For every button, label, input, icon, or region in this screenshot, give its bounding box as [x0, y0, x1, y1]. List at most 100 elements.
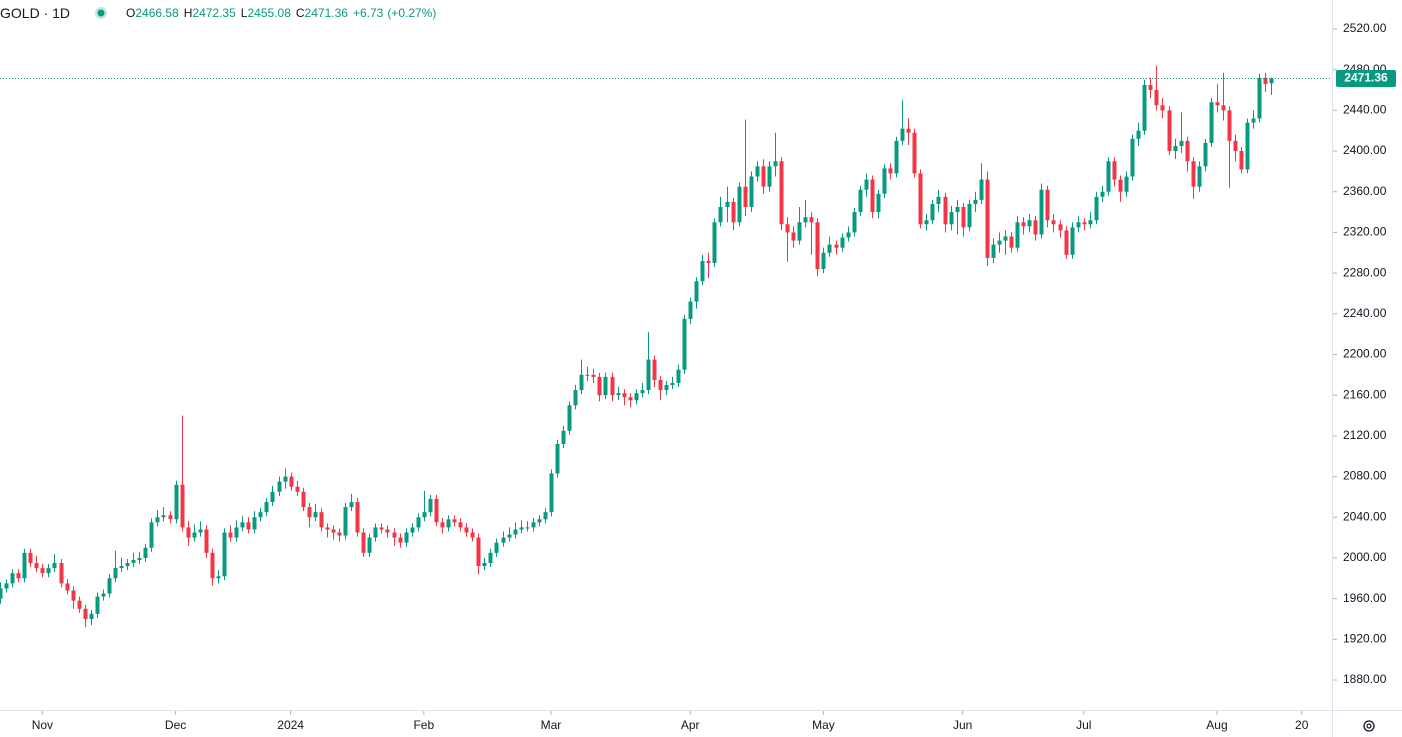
candle-body — [955, 206, 960, 213]
candle-body — [1203, 142, 1208, 167]
candle-body — [46, 568, 51, 574]
ohlc-key: H — [184, 6, 193, 20]
candle-body — [186, 527, 191, 538]
y-tick-label: 2280.00 — [1343, 265, 1387, 279]
candle-body — [785, 224, 790, 233]
candle-body — [900, 128, 905, 141]
candle-body — [1142, 84, 1147, 131]
candle-body — [676, 369, 681, 383]
candle-body — [168, 515, 173, 520]
x-tick-label: 20 — [1295, 718, 1309, 732]
y-tick-label: 1920.00 — [1343, 631, 1387, 645]
candle-body — [537, 519, 542, 523]
candle-body — [131, 559, 136, 564]
candle-body — [228, 532, 233, 538]
y-tick-label: 1880.00 — [1343, 672, 1387, 686]
candle-body — [882, 168, 887, 194]
candle-body — [773, 161, 778, 167]
candle-body — [1088, 220, 1093, 225]
candle-body — [494, 542, 499, 553]
candle-body — [749, 176, 754, 207]
candle-body — [997, 240, 1002, 245]
candle-body — [1094, 196, 1099, 221]
candle-body — [1027, 220, 1032, 227]
candle-body — [458, 522, 463, 528]
candle-body — [1082, 222, 1087, 225]
candle-body — [307, 507, 312, 518]
legend-header: GOLD · 1D O2466.58 H2472.35 L2455.08 C2471.3… — [0, 5, 436, 21]
candle-body — [470, 532, 475, 538]
y-tick-label: 2400.00 — [1343, 143, 1387, 157]
candle-body — [943, 196, 948, 225]
candle-body — [1136, 130, 1141, 139]
candle-body — [1064, 230, 1069, 255]
candle-body — [392, 532, 397, 538]
candle-body — [1100, 191, 1105, 197]
candle-body — [0, 588, 3, 599]
candle-body — [59, 563, 64, 584]
candle-body — [513, 529, 518, 535]
candle-body — [930, 203, 935, 221]
candle-body — [10, 573, 15, 584]
x-tick-label: Nov — [32, 718, 53, 732]
y-tick-label: 2520.00 — [1343, 21, 1387, 35]
candle-body — [767, 166, 772, 187]
candle-body — [1179, 140, 1184, 146]
candle-body — [83, 608, 88, 619]
candle-body — [924, 220, 929, 225]
candle-body — [1185, 140, 1190, 162]
candle-body — [4, 583, 9, 589]
candle-body — [1015, 222, 1020, 248]
candle-body — [579, 374, 584, 391]
candle-body — [525, 527, 530, 529]
ohlc-key: L — [241, 6, 248, 20]
candle-body — [398, 537, 403, 543]
candle-body — [573, 390, 578, 406]
candle-body — [761, 166, 766, 187]
candle-body — [979, 179, 984, 200]
y-tick-label: 2200.00 — [1343, 347, 1387, 361]
candle-body — [652, 359, 657, 380]
candle-body — [77, 600, 82, 609]
candle-body — [319, 512, 324, 528]
candle-body — [1051, 220, 1056, 225]
candle-body — [1269, 78, 1274, 84]
candle-body — [1215, 102, 1220, 106]
candle-body — [89, 613, 94, 619]
candle-body — [622, 393, 627, 398]
ohlc-key: C — [296, 6, 305, 20]
candle-body — [961, 206, 966, 228]
x-tick-label: Apr — [681, 718, 700, 732]
candle-body — [192, 532, 197, 538]
candle-body — [585, 374, 590, 376]
candle-body — [967, 203, 972, 228]
candle-body — [755, 166, 760, 177]
settings-icon[interactable] — [1363, 720, 1375, 732]
candle-body — [1221, 105, 1226, 111]
candle-body — [1263, 77, 1268, 84]
candle-body — [488, 552, 493, 564]
candle-body — [1160, 105, 1165, 111]
candle-body — [846, 232, 851, 238]
candle-body — [434, 498, 439, 523]
candle-body — [34, 563, 39, 569]
candle-body — [1070, 227, 1075, 255]
candle-body — [1039, 189, 1044, 235]
candle-body — [1033, 220, 1038, 235]
candle-body — [1112, 161, 1117, 180]
candle-body — [107, 578, 112, 594]
ohlc-value: 2455.08 — [247, 6, 291, 20]
candle-body — [161, 515, 166, 518]
candle-body — [440, 522, 445, 528]
candle-body — [640, 390, 645, 394]
candle-body — [331, 529, 336, 533]
candle-body — [16, 573, 21, 579]
candle-body — [95, 596, 100, 614]
candle-body — [198, 529, 203, 533]
candle-body — [918, 173, 923, 225]
last-price-label: 2471.36 — [1344, 71, 1388, 85]
candle-body — [1076, 222, 1081, 228]
candle-body — [815, 222, 820, 270]
